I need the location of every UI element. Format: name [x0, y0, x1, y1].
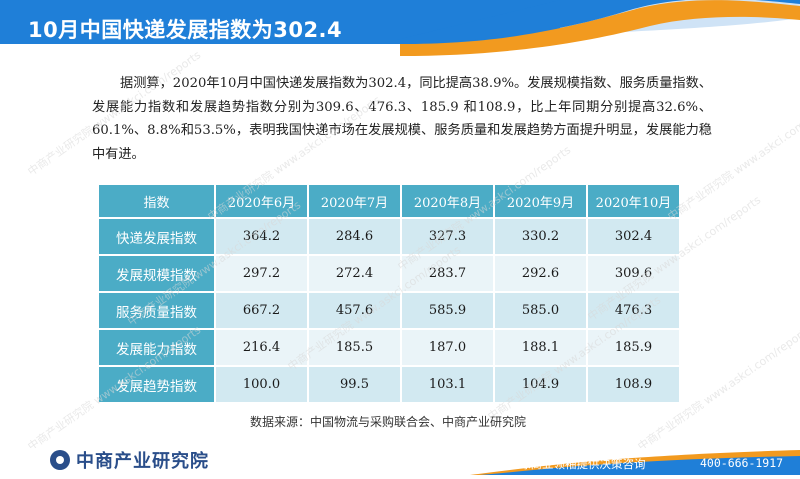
table-cell: 309.6: [586, 254, 681, 293]
footer-shape: [0, 448, 800, 475]
table-cell: 297.2: [214, 254, 309, 293]
company-logo: 中商产业研究院: [50, 449, 209, 472]
table-cell: 216.4: [214, 328, 309, 367]
table-cell: 327.3: [400, 217, 495, 256]
table-cell: 99.5: [307, 365, 402, 404]
column-header: 2020年8月: [400, 183, 495, 219]
table-cell: 667.2: [214, 291, 309, 330]
table-cell: 100.0: [214, 365, 309, 404]
table-cell: 185.5: [307, 328, 402, 367]
row-label: 服务质量指数: [97, 291, 216, 330]
table-cell: 292.6: [493, 254, 588, 293]
table-row: 发展规模指数 297.2 272.4 283.7 292.6 309.6: [97, 254, 681, 293]
table-cell: 457.6: [307, 291, 402, 330]
table-cell: 108.9: [586, 365, 681, 404]
footer-bar: [0, 448, 800, 475]
table-row: 发展能力指数 216.4 185.5 187.0 188.1 185.9: [97, 328, 681, 367]
table-cell: 188.1: [493, 328, 588, 367]
column-header: 2020年10月: [586, 183, 681, 219]
header-shape: [0, 0, 800, 56]
description-paragraph: 据测算，2020年10月中国快递发展指数为302.4，同比提高38.9%。发展规…: [92, 72, 712, 166]
row-label: 发展规模指数: [97, 254, 216, 293]
table-cell: 330.2: [493, 217, 588, 256]
table-cell: 302.4: [586, 217, 681, 256]
table-cell: 284.6: [307, 217, 402, 256]
row-label: 快递发展指数: [97, 217, 216, 256]
table-cell: 187.0: [400, 328, 495, 367]
logo-mark-icon: [50, 450, 70, 470]
data-source: 数据来源：中国物流与采购联合会、中商产业研究院: [250, 415, 527, 429]
table-cell: 103.1: [400, 365, 495, 404]
column-header: 2020年9月: [493, 183, 588, 219]
table-cell: 272.4: [307, 254, 402, 293]
table-header-row: 指数 2020年6月 2020年7月 2020年8月 2020年9月 2020年…: [97, 183, 681, 219]
page-title: 10月中国快递发展指数为302.4: [28, 18, 343, 42]
logo-text: 中商产业研究院: [76, 451, 209, 472]
table-cell: 104.9: [493, 365, 588, 404]
row-label: 发展能力指数: [97, 328, 216, 367]
index-table: 指数 2020年6月 2020年7月 2020年8月 2020年9月 2020年…: [97, 183, 681, 404]
table-row: 服务质量指数 667.2 457.6 585.9 585.0 476.3: [97, 291, 681, 330]
paragraph-text: 据测算，2020年10月中国快递发展指数为302.4，同比提高38.9%。发展规…: [92, 76, 712, 162]
footer-slogan: 为全球商业领袖提供决策咨询: [496, 457, 646, 471]
table-cell: 283.7: [400, 254, 495, 293]
table-cell: 476.3: [586, 291, 681, 330]
column-header: 指数: [97, 183, 216, 219]
table-cell: 185.9: [586, 328, 681, 367]
table-cell: 585.9: [400, 291, 495, 330]
row-label: 发展趋势指数: [97, 365, 216, 404]
footer-phone: 400-666-1917: [700, 456, 784, 470]
table-cell: 364.2: [214, 217, 309, 256]
column-header: 2020年7月: [307, 183, 402, 219]
table-row: 发展趋势指数 100.0 99.5 103.1 104.9 108.9: [97, 365, 681, 404]
table-row: 快递发展指数 364.2 284.6 327.3 330.2 302.4: [97, 217, 681, 256]
column-header: 2020年6月: [214, 183, 309, 219]
table-cell: 585.0: [493, 291, 588, 330]
header-banner: 10月中国快递发展指数为302.4: [0, 0, 800, 62]
